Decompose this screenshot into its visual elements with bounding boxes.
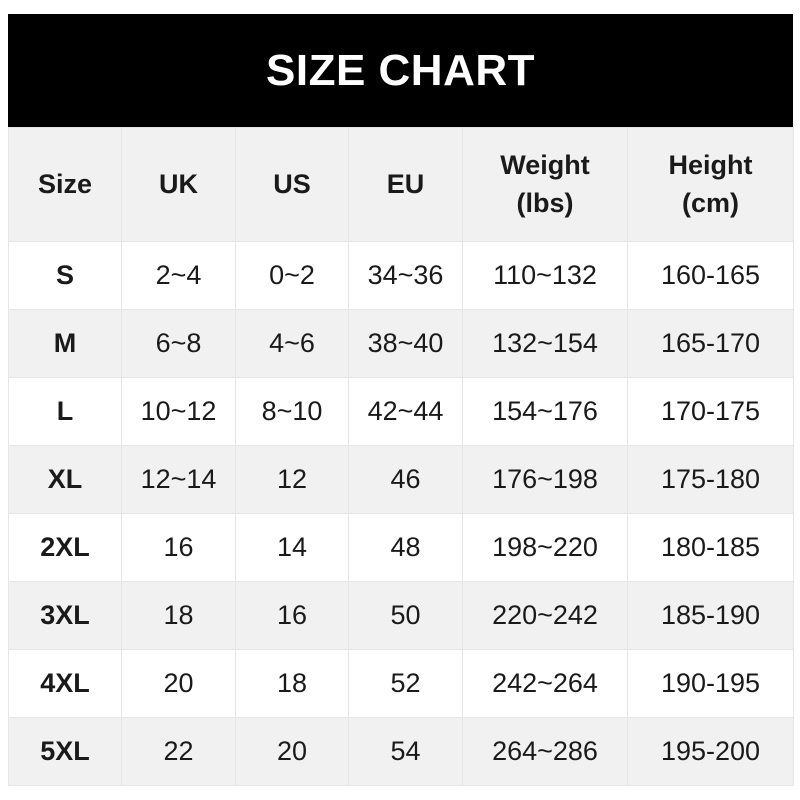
cell-size: XL xyxy=(8,445,122,514)
cell-us: 16 xyxy=(235,581,349,650)
cell-uk: 20 xyxy=(121,649,236,718)
table-row: 5XL 22 20 54 264~286 195-200 xyxy=(8,717,794,786)
cell-weight: 132~154 xyxy=(462,309,628,378)
header-label: UK xyxy=(159,168,198,199)
cell-uk: 12~14 xyxy=(121,445,236,514)
cell-us: 14 xyxy=(235,513,349,582)
cell-weight: 264~286 xyxy=(462,717,628,786)
cell-eu: 34~36 xyxy=(348,241,463,310)
cell-weight: 110~132 xyxy=(462,241,628,310)
cell-height: 175-180 xyxy=(627,445,794,514)
header-size: Size xyxy=(8,127,122,242)
table-row: XL 12~14 12 46 176~198 175-180 xyxy=(8,445,794,514)
header-height: Height (cm) xyxy=(627,127,794,242)
cell-height: 180-185 xyxy=(627,513,794,582)
header-label: Size xyxy=(37,168,93,199)
cell-height: 195-200 xyxy=(627,717,794,786)
header-label: Weight xyxy=(500,149,590,180)
table-row: 2XL 16 14 48 198~220 180-185 xyxy=(8,513,794,582)
cell-us: 8~10 xyxy=(235,377,349,446)
cell-us: 0~2 xyxy=(235,241,349,310)
cell-height: 190-195 xyxy=(627,649,794,718)
cell-size: 5XL xyxy=(8,717,122,786)
cell-size: 3XL xyxy=(8,581,122,650)
cell-size: 4XL xyxy=(8,649,122,718)
header-weight: Weight (lbs) xyxy=(462,127,628,242)
cell-eu: 42~44 xyxy=(348,377,463,446)
size-chart-table: Size UK US EU Weight (lbs) Height (cm) S 2~4 0~2 3… xyxy=(8,127,794,786)
header-uk: UK xyxy=(121,127,236,242)
table-row: M 6~8 4~6 38~40 132~154 165-170 xyxy=(8,309,794,378)
cell-eu: 46 xyxy=(348,445,463,514)
table-row: 3XL 18 16 50 220~242 185-190 xyxy=(8,581,794,650)
cell-uk: 16 xyxy=(121,513,236,582)
cell-weight: 198~220 xyxy=(462,513,628,582)
header-label: US xyxy=(273,168,311,199)
cell-size: S xyxy=(8,241,122,310)
table-row: S 2~4 0~2 34~36 110~132 160-165 xyxy=(8,241,794,310)
header-unit: (cm) xyxy=(681,187,739,218)
cell-size: L xyxy=(8,377,122,446)
header-unit: (lbs) xyxy=(516,187,574,218)
cell-size: 2XL xyxy=(8,513,122,582)
cell-eu: 38~40 xyxy=(348,309,463,378)
cell-uk: 22 xyxy=(121,717,236,786)
header-us: US xyxy=(235,127,349,242)
header-label: EU xyxy=(386,168,425,199)
cell-uk: 2~4 xyxy=(121,241,236,310)
cell-eu: 50 xyxy=(348,581,463,650)
cell-eu: 54 xyxy=(348,717,463,786)
cell-uk: 10~12 xyxy=(121,377,236,446)
header-label: Height xyxy=(668,149,753,180)
cell-eu: 48 xyxy=(348,513,463,582)
table-row: 4XL 20 18 52 242~264 190-195 xyxy=(8,649,794,718)
cell-uk: 18 xyxy=(121,581,236,650)
cell-height: 165-170 xyxy=(627,309,794,378)
cell-us: 20 xyxy=(235,717,349,786)
cell-height: 170-175 xyxy=(627,377,794,446)
table-row: L 10~12 8~10 42~44 154~176 170-175 xyxy=(8,377,794,446)
cell-weight: 242~264 xyxy=(462,649,628,718)
cell-eu: 52 xyxy=(348,649,463,718)
cell-size: M xyxy=(8,309,122,378)
header-row: Size UK US EU Weight (lbs) Height (cm) xyxy=(8,127,794,242)
cell-us: 18 xyxy=(235,649,349,718)
cell-weight: 154~176 xyxy=(462,377,628,446)
cell-uk: 6~8 xyxy=(121,309,236,378)
cell-us: 4~6 xyxy=(235,309,349,378)
header-eu: EU xyxy=(348,127,463,242)
size-chart-title: SIZE CHART xyxy=(8,14,793,127)
cell-weight: 176~198 xyxy=(462,445,628,514)
cell-weight: 220~242 xyxy=(462,581,628,650)
cell-us: 12 xyxy=(235,445,349,514)
cell-height: 160-165 xyxy=(627,241,794,310)
cell-height: 185-190 xyxy=(627,581,794,650)
